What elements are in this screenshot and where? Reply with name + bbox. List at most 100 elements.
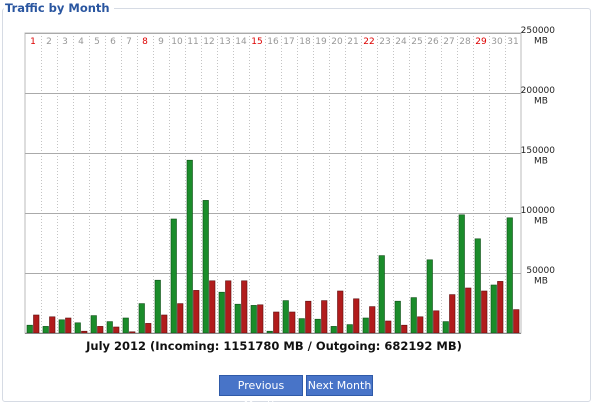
day-label: 28 <box>459 37 471 47</box>
outgoing-bar <box>33 314 40 334</box>
outgoing-bar <box>241 280 248 334</box>
day-label: 1 <box>30 37 36 47</box>
day-label: 29 <box>475 37 487 47</box>
outgoing-bar <box>273 311 280 334</box>
incoming-bar <box>410 297 417 334</box>
outgoing-bar <box>129 331 136 334</box>
incoming-bar <box>362 317 369 334</box>
incoming-bar <box>378 255 385 334</box>
incoming-bar <box>74 322 81 334</box>
day-label: 13 <box>219 37 230 47</box>
traffic-summary: July 2012 (Incoming: 1151780 MB / Outgoi… <box>86 339 462 353</box>
day-label: 24 <box>395 37 407 47</box>
outgoing-bar <box>81 330 88 334</box>
incoming-bar <box>314 318 321 334</box>
outgoing-bar <box>161 314 168 334</box>
incoming-bar <box>250 305 257 334</box>
day-label: 5 <box>94 37 100 47</box>
incoming-bar <box>394 300 401 334</box>
day-label: 21 <box>347 37 358 47</box>
day-label: 3 <box>62 37 68 47</box>
incoming-bar <box>346 324 353 334</box>
incoming-bar <box>442 321 449 334</box>
incoming-bar <box>298 318 305 334</box>
y-tick-label: 150000 <box>521 146 556 156</box>
outgoing-bar <box>145 323 152 334</box>
outgoing-bar <box>481 290 488 334</box>
incoming-bar <box>154 279 161 334</box>
incoming-bar <box>186 159 193 334</box>
outgoing-bar <box>65 317 72 334</box>
day-label: 15 <box>251 37 262 47</box>
outgoing-bar <box>369 306 376 334</box>
next-month-button[interactable]: Next Month <box>306 375 373 396</box>
incoming-bar <box>426 259 433 334</box>
incoming-bar <box>330 326 337 334</box>
incoming-bar <box>234 303 241 334</box>
day-label: 16 <box>267 37 279 47</box>
incoming-bar <box>218 291 225 334</box>
incoming-bar <box>170 218 177 334</box>
y-tick-label: 200000 <box>521 86 556 96</box>
day-label: 27 <box>443 37 454 47</box>
day-label: 6 <box>110 37 116 47</box>
outgoing-bar <box>433 310 440 334</box>
plot-area <box>24 32 522 334</box>
outgoing-bar <box>417 316 424 334</box>
day-label: 30 <box>491 37 503 47</box>
incoming-bar <box>138 303 145 334</box>
y-tick-unit: MB <box>534 97 548 107</box>
day-label: 8 <box>142 37 148 47</box>
day-label: 7 <box>126 37 132 47</box>
outgoing-bar <box>353 298 360 334</box>
day-label: 19 <box>315 37 327 47</box>
y-tick-unit: MB <box>534 217 548 227</box>
y-tick-label: 250000 <box>521 26 556 36</box>
y-tick-unit: MB <box>534 277 548 287</box>
outgoing-bar <box>289 311 296 334</box>
day-label: 9 <box>158 37 164 47</box>
outgoing-bar <box>177 303 184 334</box>
incoming-bar <box>282 300 289 334</box>
previous-month-button[interactable]: Previous Month <box>219 375 303 411</box>
incoming-bar <box>26 324 33 334</box>
y-tick-unit: MB <box>534 157 548 167</box>
y-tick-label: 100000 <box>521 206 556 216</box>
outgoing-bar <box>337 290 344 334</box>
outgoing-bar <box>321 300 328 334</box>
outgoing-bar <box>193 290 200 334</box>
day-label: 10 <box>171 37 183 47</box>
day-label: 23 <box>379 37 390 47</box>
day-label: 26 <box>427 37 439 47</box>
incoming-bar <box>58 319 65 334</box>
outgoing-bar <box>385 320 392 334</box>
y-tick-label: 50000 <box>526 266 555 276</box>
day-label: 2 <box>46 37 52 47</box>
day-label: 12 <box>203 37 214 47</box>
outgoing-bar <box>49 316 56 334</box>
y-tick-unit: MB <box>534 37 548 47</box>
day-label: 22 <box>363 37 374 47</box>
outgoing-bar <box>225 280 232 334</box>
outgoing-bar <box>449 294 456 334</box>
incoming-bar <box>458 214 465 334</box>
incoming-bar <box>474 238 481 334</box>
outgoing-bar <box>513 309 520 334</box>
incoming-bar <box>202 200 209 334</box>
incoming-bar <box>42 326 49 334</box>
incoming-bar <box>90 315 97 334</box>
outgoing-bar <box>97 326 104 334</box>
day-label: 18 <box>299 37 311 47</box>
panel-title: Traffic by Month <box>4 1 114 15</box>
day-label: 31 <box>507 37 518 47</box>
incoming-bar <box>122 317 129 334</box>
outgoing-bar <box>465 287 472 334</box>
incoming-bar <box>106 321 113 334</box>
outgoing-bar <box>257 304 264 334</box>
outgoing-bar <box>497 281 504 334</box>
day-label: 14 <box>235 37 247 47</box>
day-label: 25 <box>411 37 422 47</box>
incoming-bar <box>506 217 513 334</box>
incoming-bar <box>266 330 273 334</box>
day-label: 17 <box>283 37 294 47</box>
